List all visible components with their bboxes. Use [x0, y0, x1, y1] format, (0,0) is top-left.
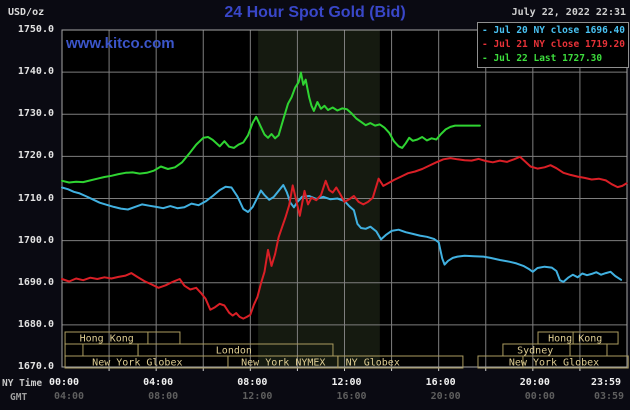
session-label: Hong Kong	[80, 334, 134, 345]
x-tick-label: 00:00	[524, 391, 555, 402]
y-tick-label: 1750.0	[17, 24, 54, 35]
session-label: Hong Kong	[548, 334, 602, 345]
ny-time-row-label: NY Time	[2, 378, 43, 389]
x-tick-label: 20:00	[519, 377, 550, 388]
y-tick-label: 1690.0	[17, 276, 54, 288]
y-tick-label: 1730.0	[17, 108, 54, 120]
x-tick-label: 08:00	[148, 391, 179, 402]
x-tick-label: 16:00	[336, 391, 367, 402]
y-tick-label: 1710.0	[17, 192, 54, 204]
legend-item: - Jul 22 Last 1727.30	[482, 53, 603, 64]
session-box	[477, 355, 629, 369]
session-label: Sydney	[517, 346, 553, 357]
x-tick-label: 00:00	[48, 377, 80, 388]
y-axis-units-label: USD/oz	[8, 7, 45, 18]
y-tick-label: 1670.0	[17, 361, 54, 372]
session-label: New York Globex	[92, 358, 182, 369]
price-line	[61, 155, 628, 320]
session-label: New York Globex	[509, 358, 599, 369]
y-tick-label: 1700.0	[17, 234, 54, 246]
session-label: London	[216, 346, 252, 357]
session-label: NY Globex	[346, 358, 400, 369]
x-tick-label: 20:00	[430, 391, 461, 402]
gmt-row-label: GMT	[10, 392, 28, 403]
chart-datetime: July 22, 2022 22:31	[511, 7, 626, 18]
plot-border	[61, 29, 628, 368]
y-tick-label: 1720.0	[17, 150, 54, 162]
x-tick-label: 08:00	[237, 377, 268, 388]
y-tick-label: 1740.0	[17, 66, 54, 78]
x-tick-label: 12:00	[242, 391, 273, 402]
x-tick-label: 04:00	[53, 391, 85, 402]
legend-item: - Jul 21 NY close 1719.20	[482, 39, 625, 50]
legend-item: - Jul 20 NY close 1696.40	[482, 25, 625, 36]
chart-title: 24 Hour Spot Gold (Bid)	[224, 4, 406, 21]
x-tick-label: 04:00	[143, 377, 174, 388]
session-box	[337, 355, 464, 369]
x-tick-label: 16:00	[425, 377, 456, 388]
price-line	[61, 184, 623, 283]
y-tick-label: 1680.0	[17, 318, 54, 330]
x-tick-label: 23:59	[590, 377, 622, 388]
x-tick-label: 12:00	[331, 377, 362, 388]
legend-box: - Jul 20 NY close 1696.40 - Jul 21 NY clo…	[477, 22, 629, 68]
kitco-watermark: www.kitco.com	[66, 35, 175, 52]
x-tick-label: 03:59	[593, 391, 625, 402]
session-label: New York NYMEX	[241, 358, 325, 369]
price-line	[61, 71, 481, 184]
